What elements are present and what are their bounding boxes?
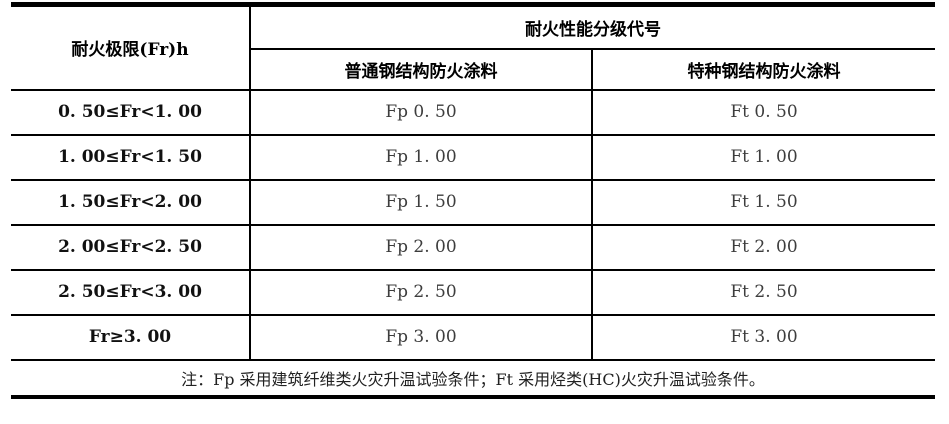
table-row: 2. 00≤Fr<2. 50 Fp 2. 00 Ft 2. 00 — [11, 223, 935, 271]
table-row: 1. 50≤Fr<2. 00 Fp 1. 50 Ft 1. 50 — [11, 178, 935, 226]
note-row: 注：Fp 采用建筑纤维类火灾升温试验条件；Ft 采用烃类(HC)火灾升温试验条件… — [11, 358, 935, 397]
table-footnote: 注：Fp 采用建筑纤维类火灾升温试验条件；Ft 采用烃类(HC)火灾升温试验条件… — [11, 358, 935, 397]
fp-value-cell: Fp 1. 50 — [249, 178, 593, 226]
table-row: Fr≥3. 00 Fp 3. 00 Ft 3. 00 — [11, 313, 935, 361]
fr-range-cell: 1. 50≤Fr<2. 00 — [11, 178, 251, 226]
fr-range-cell: 2. 50≤Fr<3. 00 — [11, 268, 251, 316]
table-row: 2. 50≤Fr<3. 00 Fp 2. 50 Ft 2. 50 — [11, 268, 935, 316]
col-header-ordinary-coating: 普通钢结构防火涂料 — [250, 47, 593, 91]
fr-range-cell: Fr≥3. 00 — [11, 313, 251, 361]
fr-range-cell: 1. 00≤Fr<1. 50 — [11, 133, 251, 181]
table-row: 0. 50≤Fr<1. 00 Fp 0. 50 Ft 0. 50 — [11, 88, 935, 136]
ft-value-cell: Ft 2. 50 — [591, 268, 935, 316]
header-row-2: 普通钢结构防火涂料 特种钢结构防火涂料 — [11, 47, 935, 91]
ft-value-cell: Ft 1. 50 — [591, 178, 935, 226]
ft-value-cell: Ft 1. 00 — [591, 133, 935, 181]
fp-value-cell: Fp 0. 50 — [249, 88, 593, 136]
header-row-1: 耐火极限(Fr)h 耐火性能分级代号 — [11, 3, 935, 91]
fr-range-cell: 0. 50≤Fr<1. 00 — [11, 88, 251, 136]
fp-value-cell: Fp 1. 00 — [249, 133, 593, 181]
fp-value-cell: Fp 3. 00 — [249, 313, 593, 361]
fp-value-cell: Fp 2. 50 — [249, 268, 593, 316]
ft-value-cell: Ft 3. 00 — [591, 313, 935, 361]
fp-value-cell: Fp 2. 00 — [249, 223, 593, 271]
fire-resistance-table: 耐火极限(Fr)h 耐火性能分级代号 普通钢结构防火涂料 特种钢结构防火涂料 0… — [11, 2, 935, 399]
ft-value-cell: Ft 0. 50 — [591, 88, 935, 136]
col-header-special-coating: 特种钢结构防火涂料 — [591, 47, 935, 91]
col-header-fire-limit: 耐火极限(Fr)h — [11, 3, 251, 91]
fr-range-cell: 2. 00≤Fr<2. 50 — [11, 223, 251, 271]
ft-value-cell: Ft 2. 00 — [591, 223, 935, 271]
group-header-grading-code: 耐火性能分级代号 — [249, 3, 935, 50]
table-row: 1. 00≤Fr<1. 50 Fp 1. 00 Ft 1. 00 — [11, 133, 935, 181]
